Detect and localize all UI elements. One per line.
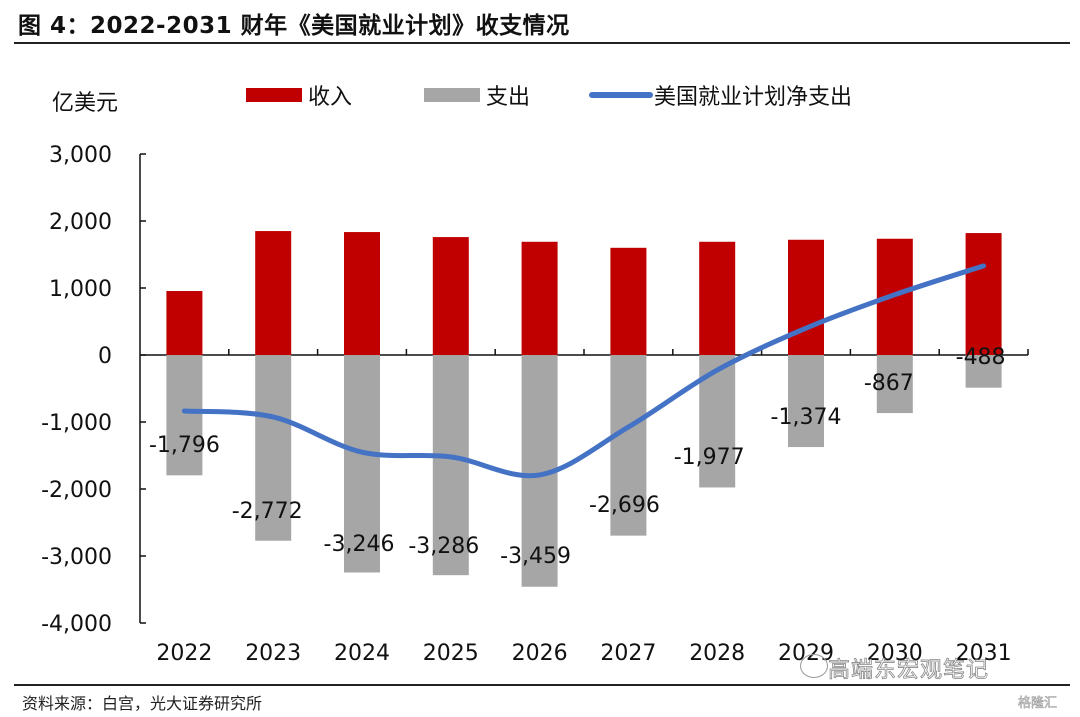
revenue-bar xyxy=(965,233,1002,355)
expenditure-bar xyxy=(610,355,647,536)
expenditure-data-label: -867 xyxy=(864,371,914,396)
expenditure-bar xyxy=(166,355,203,476)
expenditure-bar xyxy=(432,355,469,576)
y-tick-label: -2,000 xyxy=(41,478,112,503)
expenditure-data-label: -3,246 xyxy=(324,532,395,557)
wechat-icon xyxy=(800,654,828,678)
revenue-bar xyxy=(166,291,203,355)
y-tick-label: 3,000 xyxy=(49,143,112,168)
y-tick-label: 1,000 xyxy=(49,277,112,302)
legend-label-revenue: 收入 xyxy=(308,85,352,110)
legend-label-expenditure: 支出 xyxy=(486,85,530,110)
y-tick-label: -1,000 xyxy=(41,411,112,436)
x-tick-label: 2022 xyxy=(156,641,212,666)
expenditure-bar xyxy=(344,355,380,573)
expenditure-data-label: -1,796 xyxy=(149,433,220,458)
x-tick-label: 2026 xyxy=(512,641,568,666)
expenditure-data-label: -1,977 xyxy=(674,445,745,470)
y-axis-unit: 亿美元 xyxy=(52,91,118,116)
y-tick-label: -3,000 xyxy=(41,545,112,570)
expenditure-bar xyxy=(876,355,913,414)
expenditure-bar xyxy=(965,355,1002,388)
x-tick-label: 2028 xyxy=(689,641,745,666)
source-divider xyxy=(14,684,1070,686)
revenue-bar xyxy=(255,231,292,355)
y-tick-label: 2,000 xyxy=(49,210,112,235)
title-divider xyxy=(14,42,1070,44)
x-tick-label: 2023 xyxy=(245,641,301,666)
expenditure-bar xyxy=(255,355,292,541)
watermark-logo: 格隆汇 xyxy=(1018,696,1058,712)
figure-title: 图 4：2022-2031 财年《美国就业计划》收支情况 xyxy=(18,13,570,39)
legend: 收入 支出 美国就业计划净支出 xyxy=(246,85,852,110)
legend-swatch-revenue xyxy=(246,88,302,102)
x-tick-label: 2030 xyxy=(867,641,923,666)
x-tick-label: 2024 xyxy=(334,641,390,666)
y-tick-label: 0 xyxy=(98,344,112,369)
expenditure-data-label: -3,286 xyxy=(408,534,479,559)
expenditure-data-label: -488 xyxy=(956,345,1006,370)
revenue-bar xyxy=(699,241,736,355)
revenue-bar xyxy=(521,241,558,355)
expenditure-data-label: -1,374 xyxy=(771,405,842,430)
source-note: 资料来源：白宫，光大证券研究所 xyxy=(22,694,263,713)
legend-swatch-expenditure xyxy=(424,88,480,102)
net-expenditure-line xyxy=(181,263,987,479)
revenue-bar xyxy=(788,239,824,355)
y-tick-label: -4,000 xyxy=(41,612,112,637)
revenue-bar xyxy=(432,237,469,355)
x-tick-label: 2031 xyxy=(956,641,1012,666)
watermark: 高端东宏观笔记 xyxy=(828,658,990,684)
revenue-bar xyxy=(344,232,380,355)
expenditure-data-label: -2,772 xyxy=(232,499,303,524)
revenue-bar xyxy=(610,247,647,355)
expenditure-data-label: -3,459 xyxy=(500,544,571,569)
legend-label-net: 美国就业计划净支出 xyxy=(654,85,852,110)
expenditure-data-label: -2,696 xyxy=(589,493,660,518)
x-tick-label: 2025 xyxy=(423,641,479,666)
expenditure-bar xyxy=(788,355,824,448)
x-tick-label: 2027 xyxy=(600,641,656,666)
